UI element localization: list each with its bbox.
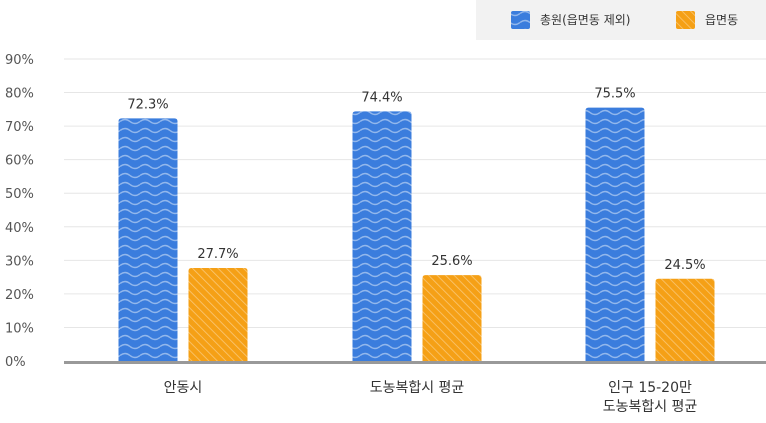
x-axis-baseline — [64, 361, 766, 364]
x-category-label: 도농복합시 평균 — [603, 399, 698, 415]
y-tick-label: 10% — [5, 321, 34, 336]
y-tick-label: 40% — [5, 221, 34, 236]
x-category-label: 도농복합시 평균 — [370, 380, 465, 396]
y-tick-label: 90% — [5, 53, 34, 68]
legend-swatch-pattern-2 — [676, 11, 695, 29]
y-tick-label: 20% — [5, 288, 34, 303]
bar-pattern-1-1 — [118, 118, 178, 361]
bar-pattern-1-3 — [585, 107, 645, 362]
x-category-label: 인구 15-20만 — [608, 380, 692, 396]
legend-label-1: 총원(읍면동 제외) — [540, 13, 630, 27]
data-label: 74.4% — [361, 90, 402, 105]
bar-pattern-2-2 — [422, 275, 482, 361]
bar-pattern-1-2 — [352, 111, 412, 361]
legend-swatch-pattern-1 — [511, 11, 530, 29]
data-label: 75.5% — [594, 87, 635, 102]
y-tick-label: 80% — [5, 87, 34, 102]
bar-pattern-2-3 — [655, 278, 715, 361]
data-label: 25.6% — [431, 254, 472, 269]
y-tick-label: 70% — [5, 120, 34, 135]
y-tick-label: 0% — [5, 355, 26, 370]
y-tick-label: 50% — [5, 187, 34, 202]
legend-label-2: 읍면동 — [705, 13, 738, 27]
x-category-label: 안동시 — [164, 380, 203, 396]
data-label: 72.3% — [127, 97, 168, 112]
y-tick-label: 30% — [5, 254, 34, 269]
bar-pattern-2-1 — [188, 268, 248, 361]
data-label: 27.7% — [197, 247, 238, 262]
data-label: 24.5% — [664, 258, 705, 273]
y-tick-label: 60% — [5, 154, 34, 169]
